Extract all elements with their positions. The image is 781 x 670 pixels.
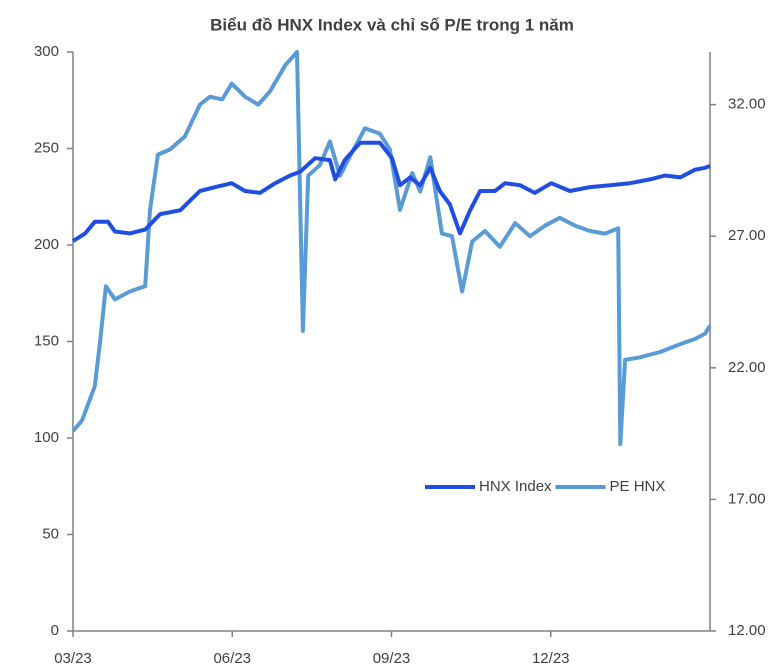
y-tick-label: 300 — [34, 43, 59, 60]
series-line — [71, 50, 712, 447]
y2-tick-label: 17.00 — [728, 490, 766, 507]
y-tick-label: 200 — [34, 236, 59, 253]
y-tick-label: 0 — [51, 622, 59, 639]
y2-tick-label: 22.00 — [728, 359, 766, 376]
y-tick-label: 250 — [34, 139, 59, 156]
chart-title: Biểu đồ HNX Index và chỉ số P/E trong 1 … — [210, 15, 574, 34]
y-tick-label: 50 — [42, 525, 59, 542]
x-tick-label: 03/23 — [54, 650, 92, 667]
series-line — [71, 140, 711, 243]
x-tick-label: 12/23 — [532, 650, 570, 667]
y-tick-label: 150 — [34, 332, 59, 349]
x-tick-label: 06/23 — [213, 650, 251, 667]
legend-label: HNX Index — [479, 478, 552, 495]
y2-tick-label: 32.00 — [728, 96, 766, 113]
y2-tick-label: 12.00 — [728, 622, 766, 639]
legend-label: PE HNX — [610, 478, 666, 495]
y-tick-label: 100 — [34, 429, 59, 446]
x-tick-label: 09/23 — [373, 650, 411, 667]
y2-tick-label: 27.00 — [728, 227, 766, 244]
